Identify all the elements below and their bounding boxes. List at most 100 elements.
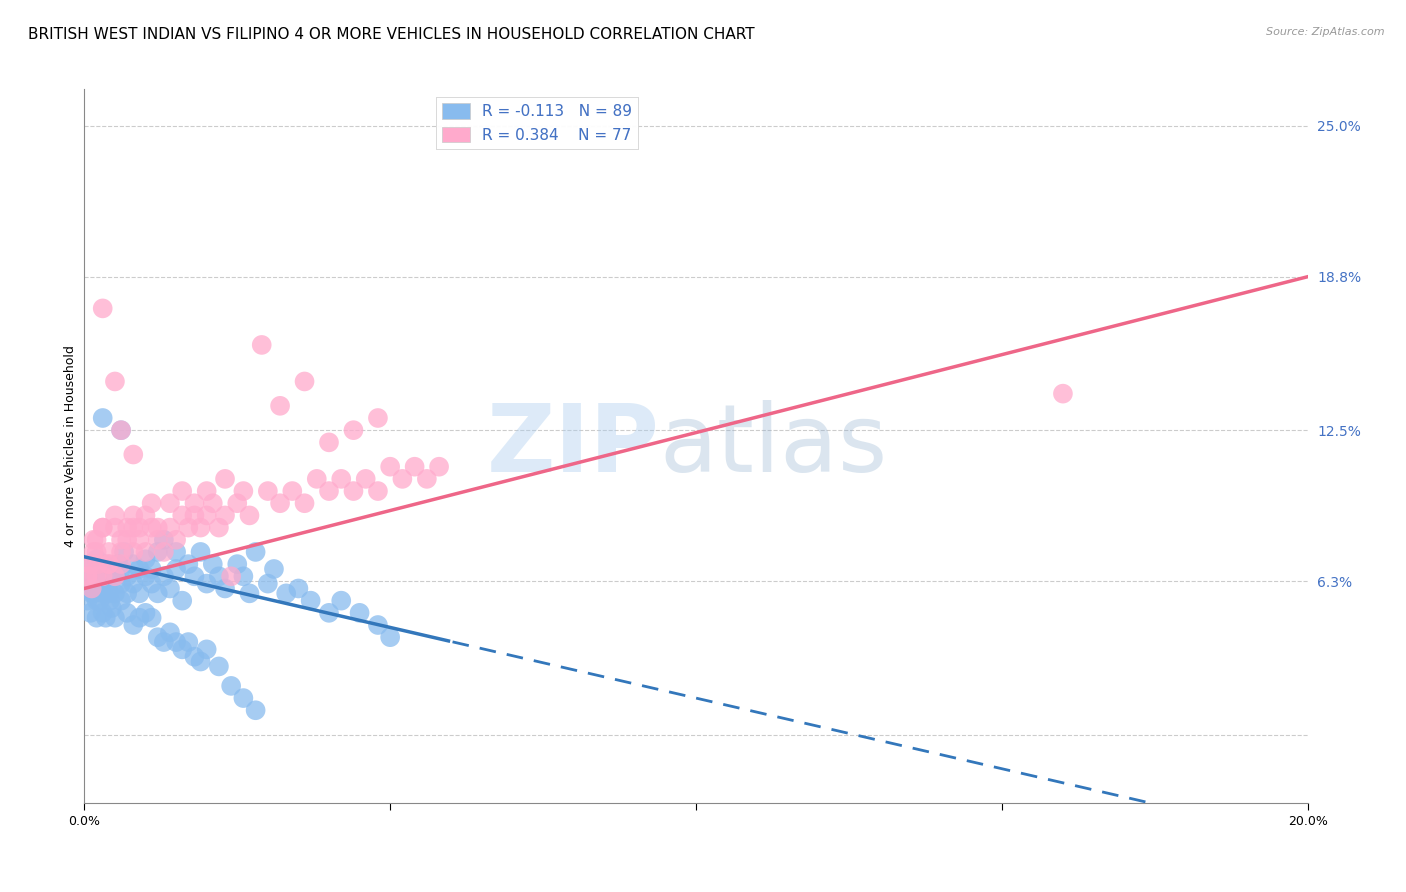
Point	[104, 375, 127, 389]
Point	[195, 484, 218, 499]
Point	[208, 569, 231, 583]
Point	[91, 301, 114, 316]
Point	[87, 582, 110, 596]
Point	[232, 484, 254, 499]
Point	[226, 557, 249, 571]
Point	[354, 472, 377, 486]
Point	[141, 610, 163, 624]
Point	[349, 606, 371, 620]
Point	[257, 484, 280, 499]
Point	[86, 533, 108, 547]
Point	[190, 545, 212, 559]
Point	[208, 659, 231, 673]
Point	[263, 562, 285, 576]
Text: atlas: atlas	[659, 400, 887, 492]
Point	[183, 569, 205, 583]
Point	[91, 586, 114, 600]
Point	[269, 496, 291, 510]
Point	[172, 508, 194, 523]
Point	[177, 557, 200, 571]
Point	[112, 545, 135, 559]
Point	[128, 586, 150, 600]
Point	[91, 520, 114, 534]
Point	[141, 520, 163, 534]
Point	[281, 484, 304, 499]
Point	[146, 545, 169, 559]
Point	[135, 545, 157, 559]
Point	[208, 520, 231, 534]
Point	[86, 610, 108, 624]
Point	[110, 423, 132, 437]
Y-axis label: 4 or more Vehicles in Household: 4 or more Vehicles in Household	[65, 345, 77, 547]
Point	[122, 508, 145, 523]
Point	[79, 557, 101, 571]
Point	[94, 610, 117, 624]
Point	[172, 642, 194, 657]
Point	[219, 679, 242, 693]
Point	[104, 610, 127, 624]
Legend: R = -0.113   N = 89, R = 0.384    N = 77: R = -0.113 N = 89, R = 0.384 N = 77	[436, 97, 638, 149]
Point	[97, 557, 120, 571]
Point	[219, 569, 242, 583]
Point	[122, 448, 145, 462]
Point	[115, 520, 138, 534]
Point	[159, 520, 181, 534]
Point	[404, 459, 426, 474]
Point	[245, 703, 267, 717]
Point	[97, 562, 120, 576]
Point	[83, 586, 105, 600]
Point	[115, 586, 138, 600]
Point	[86, 569, 108, 583]
Point	[195, 642, 218, 657]
Point	[115, 533, 138, 547]
Point	[214, 508, 236, 523]
Point	[195, 576, 218, 591]
Point	[159, 582, 181, 596]
Point	[107, 557, 129, 571]
Point	[79, 606, 101, 620]
Point	[110, 593, 132, 607]
Point	[87, 557, 110, 571]
Point	[238, 508, 260, 523]
Point	[91, 520, 114, 534]
Point	[153, 545, 176, 559]
Point	[97, 545, 120, 559]
Point	[83, 545, 105, 559]
Point	[287, 582, 309, 596]
Point	[128, 610, 150, 624]
Point	[269, 399, 291, 413]
Point	[190, 655, 212, 669]
Point	[305, 472, 328, 486]
Point	[318, 606, 340, 620]
Point	[172, 484, 194, 499]
Point	[367, 618, 389, 632]
Point	[122, 557, 145, 571]
Point	[330, 472, 353, 486]
Point	[183, 496, 205, 510]
Point	[110, 545, 132, 559]
Point	[153, 533, 176, 547]
Point	[195, 508, 218, 523]
Point	[250, 338, 273, 352]
Point	[110, 576, 132, 591]
Point	[135, 552, 157, 566]
Point	[165, 562, 187, 576]
Point	[86, 552, 108, 566]
Point	[172, 593, 194, 607]
Point	[101, 601, 124, 615]
Point	[141, 576, 163, 591]
Point	[190, 520, 212, 534]
Point	[128, 533, 150, 547]
Point	[1052, 386, 1074, 401]
Point	[146, 586, 169, 600]
Point	[177, 520, 200, 534]
Point	[214, 472, 236, 486]
Point	[104, 569, 127, 583]
Point	[226, 496, 249, 510]
Point	[159, 625, 181, 640]
Point	[153, 569, 176, 583]
Point	[146, 630, 169, 644]
Point	[153, 635, 176, 649]
Point	[86, 593, 108, 607]
Point	[165, 635, 187, 649]
